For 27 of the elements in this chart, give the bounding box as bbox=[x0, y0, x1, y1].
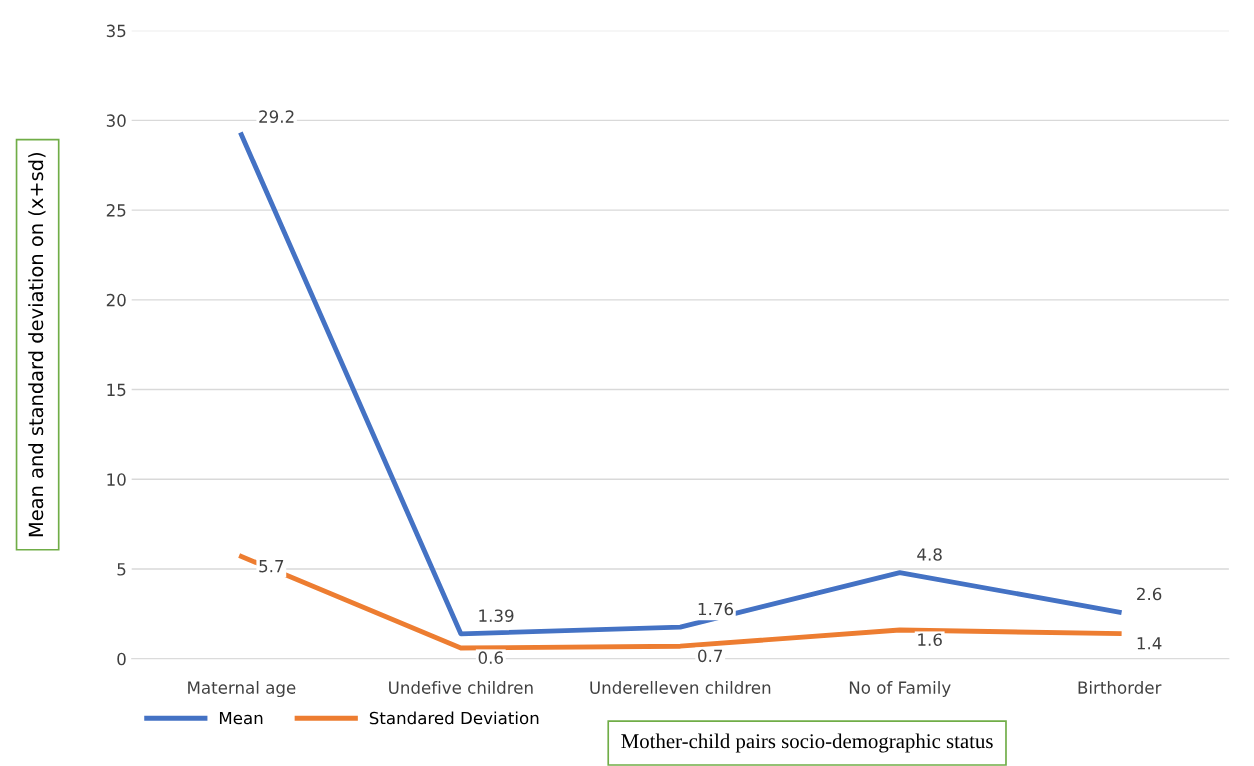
data-label: 1.39 bbox=[479, 609, 514, 622]
x-tick-label: Undefive children bbox=[389, 680, 533, 694]
data-label: 1.76 bbox=[698, 602, 734, 616]
legend-label: Mean bbox=[219, 711, 263, 725]
y-axis-title: Mean and standard deviation on (x+sd) bbox=[28, 153, 46, 537]
y-tick-label: 20 bbox=[106, 293, 126, 307]
x-tick-label: Maternal age bbox=[188, 680, 296, 698]
data-label: 2.6 bbox=[1137, 587, 1162, 601]
data-label: 1.6 bbox=[918, 633, 942, 646]
data-label: 5.7 bbox=[259, 560, 284, 573]
data-label: 0.6 bbox=[478, 651, 503, 664]
y-tick-label: 15 bbox=[107, 383, 126, 397]
x-tick-label: No of Family bbox=[849, 680, 951, 698]
legend-label: Standared Deviation bbox=[369, 711, 539, 725]
x-axis-title: Mother-child pairs socio-demographic status bbox=[621, 733, 993, 753]
data-label: 4.8 bbox=[917, 548, 942, 561]
y-tick-label: 5 bbox=[117, 563, 126, 576]
data-label: 29.2 bbox=[259, 110, 294, 123]
y-tick-label: 0 bbox=[117, 652, 126, 666]
x-tick-label: Underelleven children bbox=[590, 680, 771, 694]
y-tick-label: 10 bbox=[107, 473, 126, 486]
data-label: 1.4 bbox=[1137, 637, 1162, 650]
y-tick-label: 30 bbox=[106, 114, 126, 127]
data-label: 0.7 bbox=[698, 649, 723, 663]
y-tick-label: 35 bbox=[106, 24, 126, 38]
x-tick-label: Birthorder bbox=[1078, 680, 1162, 694]
y-tick-label: 25 bbox=[106, 204, 126, 217]
